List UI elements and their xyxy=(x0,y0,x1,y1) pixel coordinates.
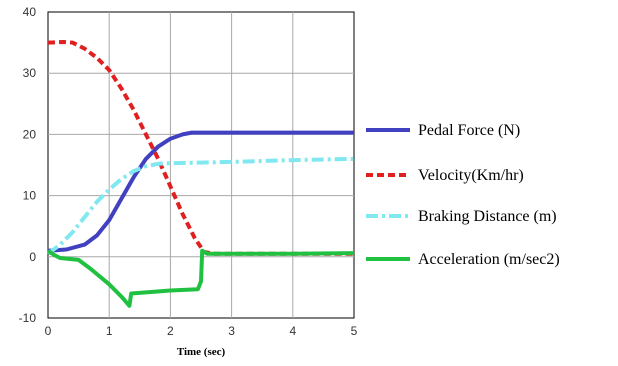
y-tick-label: 30 xyxy=(23,66,37,80)
x-axis-label: Time (sec) xyxy=(177,346,226,358)
y-tick-labels: -10 0 10 20 30 40 xyxy=(19,5,37,325)
series-line-0 xyxy=(47,130,354,253)
legend-label-0: Pedal Force (N) xyxy=(418,122,520,139)
series-line-3 xyxy=(46,248,355,308)
x-tick-label: 2 xyxy=(167,324,174,338)
y-tick-label: 20 xyxy=(23,127,37,141)
y-tick-label: 10 xyxy=(23,189,37,203)
y-tick-label: 40 xyxy=(23,5,37,19)
legend-label-1: Velocity(Km/hr) xyxy=(418,167,524,184)
x-tick-label: 1 xyxy=(106,324,113,338)
x-tick-labels: 0 1 2 3 4 5 xyxy=(45,324,358,338)
series-group xyxy=(46,40,355,308)
legend-label-3: Acceleration (m/sec2) xyxy=(418,251,560,268)
x-tick-label: 0 xyxy=(45,324,52,338)
series-line-2 xyxy=(46,156,355,256)
x-tick-label: 4 xyxy=(289,324,296,338)
legend: Pedal Force (N) Velocity(Km/hr) Braking Di… xyxy=(366,122,560,268)
x-tick-label: 3 xyxy=(228,324,235,338)
x-tick-label: 5 xyxy=(351,324,358,338)
legend-label-2: Braking Distance (m) xyxy=(418,208,557,225)
y-tick-label: -10 xyxy=(19,311,37,325)
y-tick-label: 0 xyxy=(29,250,36,264)
